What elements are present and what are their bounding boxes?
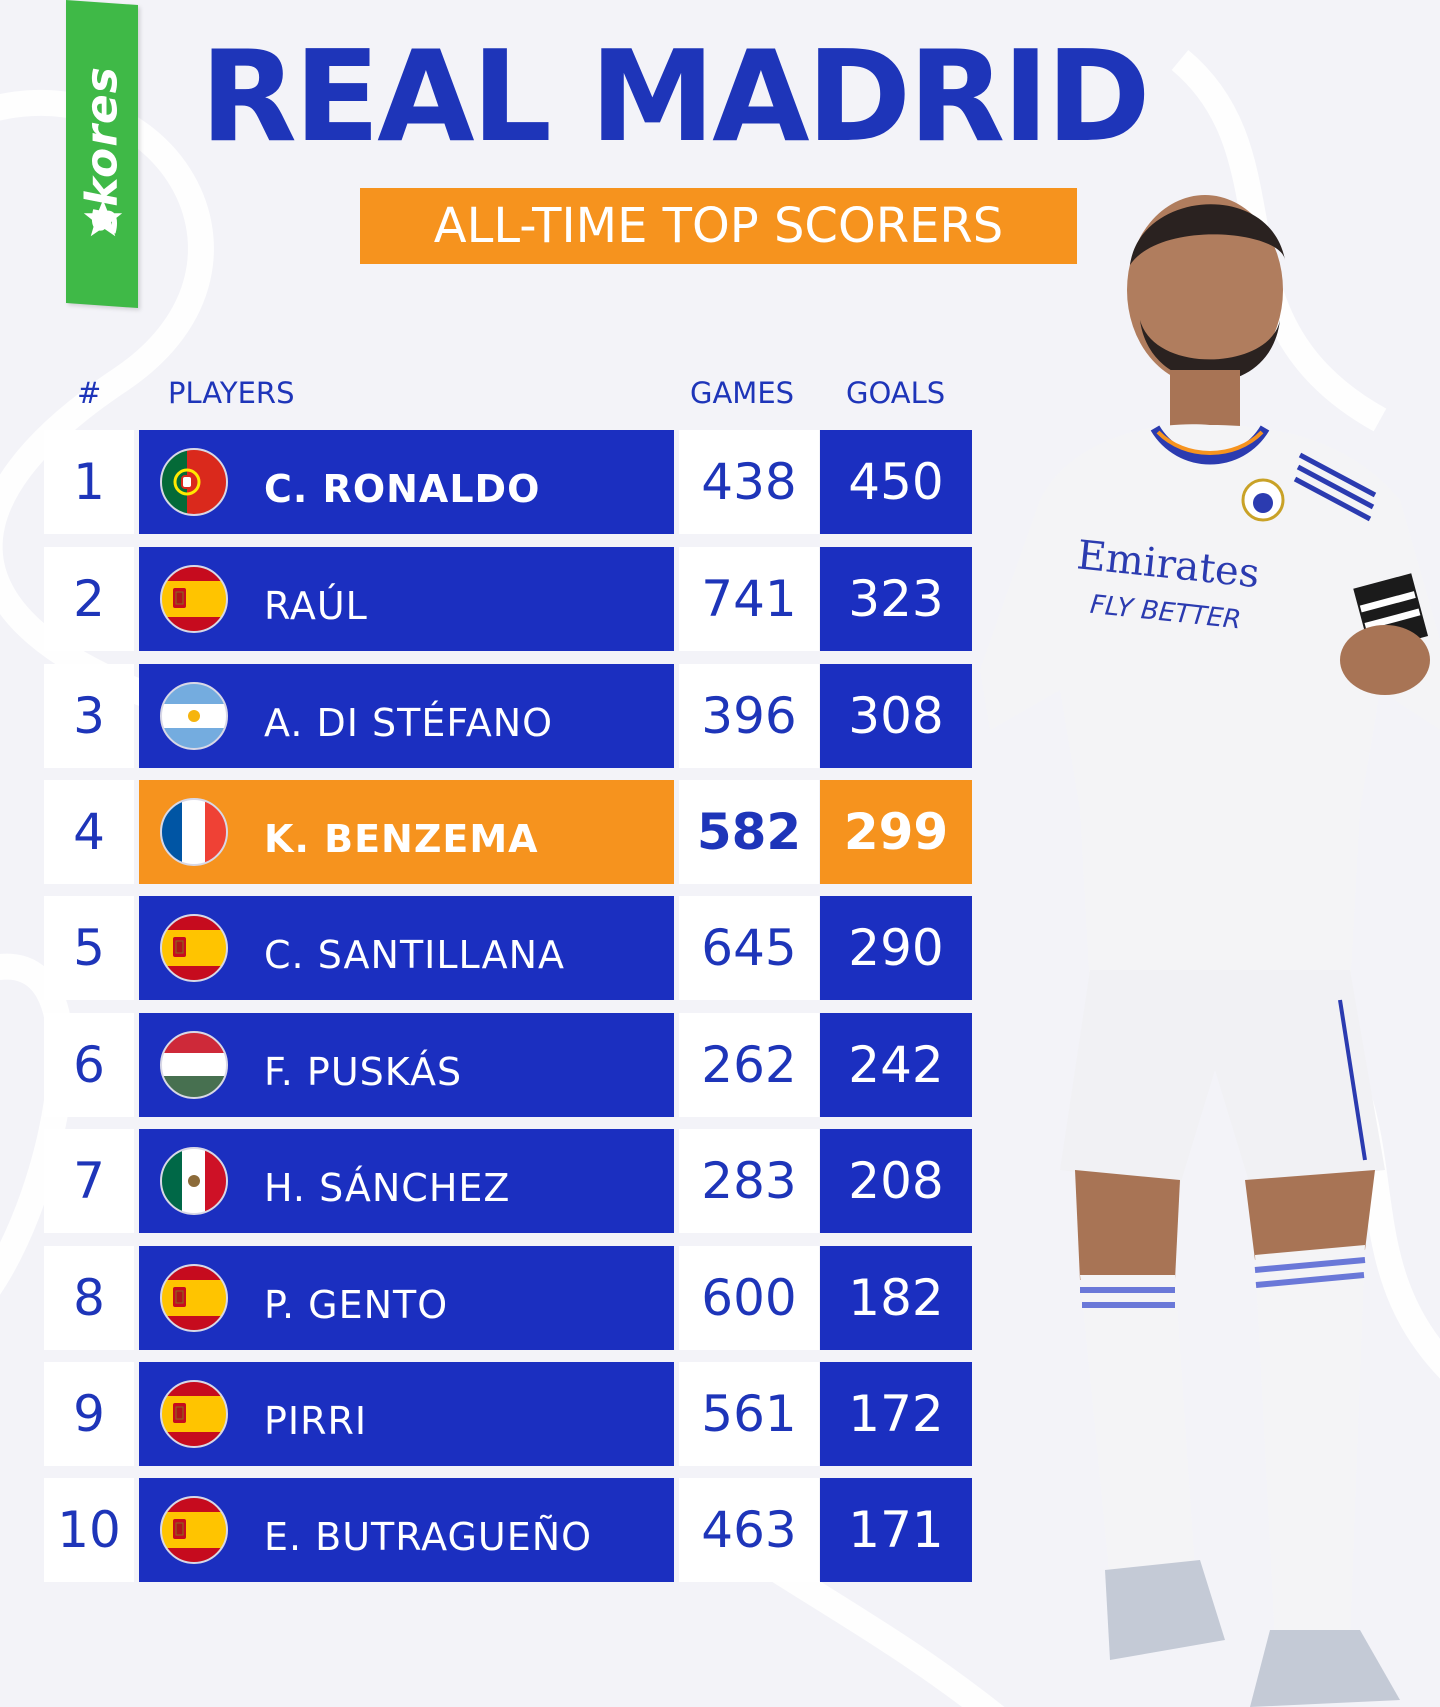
spain-flag-icon (159, 1379, 229, 1449)
rank-cell: 6 (44, 1013, 134, 1117)
argentina-flag-icon (159, 681, 229, 751)
table-row-highlighted: 4 K. BENZEMA 582 299 (44, 780, 972, 884)
player-cell: P. GENTO (139, 1246, 674, 1350)
hungary-flag-icon (159, 1030, 229, 1100)
goals-cell: 182 (820, 1246, 972, 1350)
player-cell: PIRRI (139, 1362, 674, 1466)
goals-cell: 450 (820, 430, 972, 534)
games-column-header: GAMES (690, 376, 795, 410)
rank-cell: 8 (44, 1246, 134, 1350)
rank-cell: 4 (44, 780, 134, 884)
star-icon (83, 199, 123, 237)
player-cell: C. RONALDO (139, 430, 674, 534)
player-name: F. PUSKÁS (264, 1050, 463, 1094)
player-name: K. BENZEMA (264, 817, 539, 861)
player-name: P. GENTO (264, 1283, 449, 1327)
player-cell: A. DI STÉFANO (139, 664, 674, 768)
player-name: H. SÁNCHEZ (264, 1166, 511, 1210)
games-cell: 645 (679, 896, 819, 1000)
games-cell: 438 (679, 430, 819, 534)
rank-cell: 7 (44, 1129, 134, 1233)
player-cell: F. PUSKÁS (139, 1013, 674, 1117)
portugal-flag-icon (159, 447, 229, 517)
table-row: 2 RAÚL 741 323 (44, 547, 972, 651)
games-cell: 741 (679, 547, 819, 651)
games-cell: 463 (679, 1478, 819, 1582)
games-cell: 561 (679, 1362, 819, 1466)
player-photo: Emirates FLY BETTER (980, 195, 1440, 1707)
spain-flag-icon (159, 1263, 229, 1333)
page-title: REAL MADRID (200, 23, 1151, 170)
mexico-flag-icon (159, 1146, 229, 1216)
spain-flag-icon (159, 913, 229, 983)
goals-cell: 242 (820, 1013, 972, 1117)
player-cell: K. BENZEMA (139, 780, 674, 884)
player-cell: E. BUTRAGUEÑO (139, 1478, 674, 1582)
player-name: PIRRI (264, 1399, 368, 1443)
player-column-header: PLAYERS (168, 376, 295, 410)
spain-flag-icon (159, 1495, 229, 1565)
goals-cell: 290 (820, 896, 972, 1000)
table-row: 9 PIRRI 561 172 (44, 1362, 972, 1466)
player-name: RAÚL (264, 584, 368, 628)
player-name: A. DI STÉFANO (264, 701, 554, 745)
games-cell: 262 (679, 1013, 819, 1117)
rank-column-header: # (77, 376, 102, 410)
table-row: 7 H. SÁNCHEZ 283 208 (44, 1129, 972, 1233)
goals-cell: 308 (820, 664, 972, 768)
table-row: 5 C. SANTILLANA 645 290 (44, 896, 972, 1000)
table-row: 10 E. BUTRAGUEÑO 463 171 (44, 1478, 972, 1582)
goals-cell: 208 (820, 1129, 972, 1233)
goals-cell: 171 (820, 1478, 972, 1582)
goals-cell: 323 (820, 547, 972, 651)
games-cell: 600 (679, 1246, 819, 1350)
player-cell: C. SANTILLANA (139, 896, 674, 1000)
player-name: E. BUTRAGUEÑO (264, 1515, 593, 1559)
player-name: C. SANTILLANA (264, 933, 565, 977)
rank-cell: 5 (44, 896, 134, 1000)
player-cell: RAÚL (139, 547, 674, 651)
player-cell: H. SÁNCHEZ (139, 1129, 674, 1233)
rank-cell: 1 (44, 430, 134, 534)
games-cell: 582 (679, 780, 819, 884)
rank-cell: 3 (44, 664, 134, 768)
spain-flag-icon (159, 564, 229, 634)
goals-cell: 299 (820, 780, 972, 884)
table-row: 6 F. PUSKÁS 262 242 (44, 1013, 972, 1117)
rank-cell: 2 (44, 547, 134, 651)
goals-cell: 172 (820, 1362, 972, 1466)
player-name: C. RONALDO (264, 467, 541, 511)
games-cell: 396 (679, 664, 819, 768)
table-row: 3 A. DI STÉFANO 396 308 (44, 664, 972, 768)
goals-column-header: GOALS (846, 376, 946, 410)
table-row: 8 P. GENTO 600 182 (44, 1246, 972, 1350)
rank-cell: 9 (44, 1362, 134, 1466)
rank-cell: 10 (44, 1478, 134, 1582)
page-subtitle: ALL-TIME TOP SCORERS (360, 188, 1077, 264)
games-cell: 283 (679, 1129, 819, 1233)
france-flag-icon (159, 797, 229, 867)
table-row: 1 C. RONALDO 438 450 (44, 430, 972, 534)
